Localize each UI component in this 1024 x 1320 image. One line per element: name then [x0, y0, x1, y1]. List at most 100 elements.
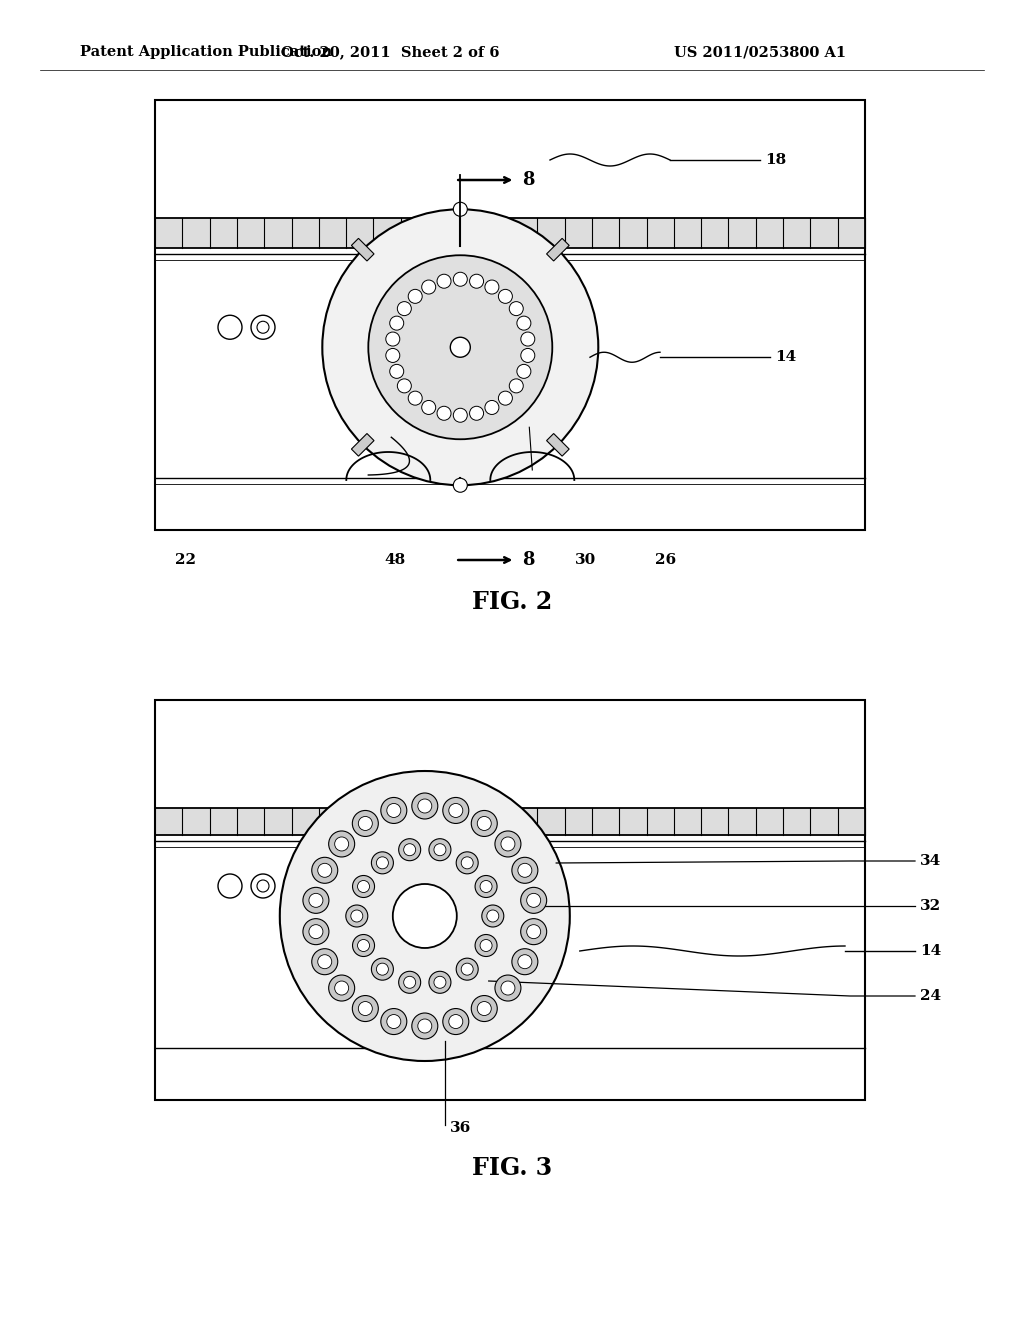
Circle shape — [499, 289, 512, 304]
Circle shape — [454, 408, 467, 422]
Circle shape — [386, 333, 399, 346]
Circle shape — [280, 771, 569, 1061]
Bar — [155, 700, 865, 1100]
Circle shape — [477, 1002, 492, 1015]
Bar — [155, 218, 865, 248]
Text: 18: 18 — [765, 153, 786, 168]
Circle shape — [352, 810, 378, 837]
Circle shape — [512, 857, 538, 883]
Circle shape — [317, 863, 332, 878]
Circle shape — [449, 804, 463, 817]
Circle shape — [471, 810, 498, 837]
Circle shape — [393, 884, 457, 948]
Circle shape — [352, 875, 375, 898]
Circle shape — [251, 874, 275, 898]
Circle shape — [461, 857, 473, 869]
Circle shape — [449, 1015, 463, 1028]
Circle shape — [335, 837, 348, 851]
Circle shape — [434, 977, 445, 989]
Circle shape — [309, 894, 323, 907]
Circle shape — [518, 863, 531, 878]
Circle shape — [386, 348, 399, 363]
Circle shape — [461, 964, 473, 975]
Circle shape — [397, 302, 412, 315]
Circle shape — [454, 272, 467, 286]
Bar — [155, 100, 865, 531]
Circle shape — [403, 843, 416, 855]
Text: 14: 14 — [775, 350, 797, 364]
Circle shape — [323, 210, 598, 486]
Circle shape — [495, 975, 521, 1001]
Circle shape — [352, 995, 378, 1022]
Text: 36: 36 — [450, 1121, 471, 1135]
Circle shape — [303, 887, 329, 913]
Circle shape — [251, 315, 275, 339]
Circle shape — [422, 280, 435, 294]
Circle shape — [437, 275, 451, 288]
Circle shape — [218, 874, 242, 898]
Circle shape — [397, 379, 412, 393]
Circle shape — [346, 906, 368, 927]
Circle shape — [377, 964, 388, 975]
Circle shape — [457, 851, 478, 874]
Circle shape — [454, 478, 467, 492]
Circle shape — [357, 940, 370, 952]
Circle shape — [335, 981, 348, 995]
Circle shape — [317, 954, 332, 969]
Circle shape — [454, 202, 467, 216]
Circle shape — [521, 348, 535, 363]
Circle shape — [475, 875, 497, 898]
Bar — [351, 433, 374, 457]
Circle shape — [437, 407, 451, 420]
Circle shape — [509, 302, 523, 315]
Text: Oct. 20, 2011  Sheet 2 of 6: Oct. 20, 2011 Sheet 2 of 6 — [281, 45, 500, 59]
Circle shape — [418, 1019, 432, 1034]
Circle shape — [381, 797, 407, 824]
Bar — [351, 239, 374, 261]
Circle shape — [309, 924, 323, 939]
Circle shape — [387, 804, 400, 817]
Circle shape — [442, 1008, 469, 1035]
Circle shape — [257, 880, 269, 892]
Circle shape — [451, 337, 470, 358]
Circle shape — [387, 1015, 400, 1028]
Text: FIG. 2: FIG. 2 — [472, 590, 552, 614]
Circle shape — [403, 977, 416, 989]
Text: FIG. 3: FIG. 3 — [472, 1156, 552, 1180]
Circle shape — [477, 817, 492, 830]
Circle shape — [412, 1012, 438, 1039]
Circle shape — [517, 315, 530, 330]
Circle shape — [475, 935, 497, 957]
Text: Patent Application Publication: Patent Application Publication — [80, 45, 332, 59]
Circle shape — [418, 799, 432, 813]
Circle shape — [329, 832, 354, 857]
Circle shape — [218, 315, 242, 339]
Text: 8: 8 — [522, 550, 535, 569]
Circle shape — [352, 935, 375, 957]
Circle shape — [398, 838, 421, 861]
Circle shape — [372, 958, 393, 981]
Circle shape — [351, 909, 362, 921]
Circle shape — [512, 949, 538, 974]
Circle shape — [470, 275, 483, 288]
Circle shape — [257, 321, 269, 333]
Circle shape — [429, 972, 451, 993]
Circle shape — [518, 954, 531, 969]
Text: 32: 32 — [920, 899, 941, 913]
Bar — [547, 239, 569, 261]
Circle shape — [509, 379, 523, 393]
Circle shape — [434, 843, 445, 855]
Text: 14: 14 — [920, 944, 941, 958]
Circle shape — [412, 793, 438, 818]
Circle shape — [409, 289, 422, 304]
Circle shape — [501, 981, 515, 995]
Circle shape — [358, 1002, 373, 1015]
Circle shape — [422, 400, 435, 414]
Bar — [547, 433, 569, 457]
Circle shape — [520, 919, 547, 945]
Circle shape — [381, 1008, 407, 1035]
Bar — [155, 808, 865, 836]
Circle shape — [372, 851, 393, 874]
Circle shape — [482, 906, 504, 927]
Circle shape — [457, 958, 478, 981]
